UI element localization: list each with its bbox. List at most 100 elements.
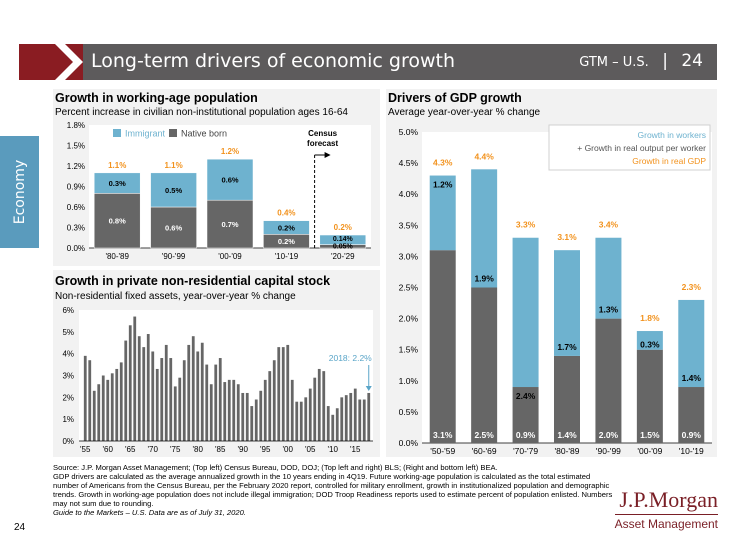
capital-stock-bar <box>290 379 294 441</box>
y-tick-label: 1.8% <box>67 121 85 130</box>
legend-swatch-native <box>169 129 177 137</box>
capital-stock-bar <box>344 395 348 441</box>
bar-workers <box>636 349 663 443</box>
capital-stock-bar <box>133 316 137 441</box>
y-tick-label: 0% <box>62 437 74 446</box>
x-tick-label: '60-'69 <box>472 446 497 456</box>
y-tick-label: 0.5% <box>399 407 419 417</box>
data-label-output: 1.3% <box>599 305 619 315</box>
x-tick-label: '50-'59 <box>430 446 455 456</box>
capital-stock-bar <box>268 371 272 441</box>
legend-label-immigrant: Immigrant <box>125 129 166 139</box>
logo-brand: J.P.Morgan <box>619 487 718 512</box>
y-tick-label: 4.0% <box>399 189 419 199</box>
data-label-output: 0.3% <box>640 340 660 350</box>
capital-stock-bar <box>173 386 177 441</box>
data-label-total: 1.2% <box>221 147 239 156</box>
capital-stock-bar <box>182 360 186 441</box>
jpmorgan-logo: J.P.Morgan Asset Management <box>614 487 718 531</box>
y-tick-label: 2.0% <box>399 314 419 324</box>
x-tick-label: '70 <box>148 445 159 454</box>
bar-native-born <box>150 206 197 249</box>
bar-output-per-worker <box>429 175 456 251</box>
panel-title: Growth in working-age population <box>55 91 258 105</box>
capital-stock-bar <box>124 340 128 441</box>
x-tick-label: '80-'89 <box>555 446 580 456</box>
legend-box <box>548 124 711 171</box>
y-tick-label: 6% <box>62 306 74 315</box>
data-label-gdp-total: 4.3% <box>433 158 453 168</box>
data-label-output: 1.7% <box>557 342 577 352</box>
capital-stock-bar <box>92 390 96 441</box>
x-tick-label: '00 <box>283 445 294 454</box>
bar-workers <box>512 387 539 443</box>
capital-stock-bar <box>160 358 164 441</box>
x-tick-label: '05 <box>305 445 316 454</box>
y-tick-label: 0.9% <box>67 183 85 192</box>
page-number: 24 <box>14 522 26 533</box>
capital-stock-bar <box>340 397 344 441</box>
data-label-workers: 1.4% <box>557 430 577 440</box>
data-label-workers: 1.5% <box>640 430 660 440</box>
data-label-native: 0.05% <box>333 244 354 251</box>
data-label-native: 0.7% <box>221 220 238 229</box>
x-tick-label: '95 <box>260 445 271 454</box>
data-label-workers: 0.9% <box>516 430 536 440</box>
capital-stock-bar <box>151 351 155 441</box>
header-separator: | <box>662 51 668 71</box>
working-age-chart: 0.0% 0.3% 0.6% 0.9% 1.2% 1.5% 1.8% 0.8% 0.3% 1.1%… <box>67 121 371 261</box>
x-tick-label: '10-'19 <box>275 252 299 261</box>
capital-stock-bar <box>97 384 101 441</box>
forecast-arrow-head <box>324 152 331 158</box>
capital-stock-bar <box>299 401 303 441</box>
capital-stock-bar <box>191 336 195 441</box>
side-tab-economy[interactable]: Economy <box>0 136 39 248</box>
header-page-number: 24 <box>681 51 703 71</box>
y-tick-label: 0.0% <box>67 244 85 253</box>
data-label-immigrant: 0.6% <box>221 176 238 185</box>
capital-stock-bar <box>308 388 312 441</box>
capital-stock-bar <box>155 368 159 441</box>
bar-native-born <box>206 199 254 249</box>
capital-stock-bar <box>178 377 182 441</box>
data-label-output: 1.9% <box>474 274 494 284</box>
bar-output-per-worker <box>636 331 663 350</box>
bar-output-per-worker <box>471 169 498 288</box>
panel-gdp-drivers: Drivers of GDP growth Average year-over-… <box>386 89 717 457</box>
bar-workers <box>429 250 456 443</box>
census-label-line1: Census <box>308 129 337 138</box>
capital-stock-bar <box>209 384 213 441</box>
y-tick-label: 4% <box>62 350 74 359</box>
footnote-date: Guide to the Markets – U.S. Data are as … <box>53 508 246 517</box>
data-label-gdp-total: 3.3% <box>516 220 536 230</box>
capital-stock-bar <box>196 351 200 441</box>
x-tick-label: '10-'19 <box>679 446 704 456</box>
x-tick-label: '80-'89 <box>105 252 129 261</box>
capital-stock-bar <box>101 375 105 441</box>
capital-stock-bar <box>317 368 321 441</box>
capital-stock-bar <box>263 379 267 441</box>
data-label-immigrant: 0.5% <box>165 186 182 195</box>
bar-output-per-worker <box>512 237 539 388</box>
bar-workers <box>678 387 705 443</box>
annotation-2018: 2018: 2.2% <box>329 353 372 363</box>
data-label-gdp-total: 3.1% <box>557 232 577 242</box>
capital-stock-bar <box>272 360 276 441</box>
bar-output-per-worker <box>678 299 705 388</box>
data-label-output: 2.4% <box>516 391 536 401</box>
data-label-total: 1.1% <box>108 161 126 170</box>
y-tick-label: 1.0% <box>399 376 419 386</box>
y-tick-label: 0.0% <box>399 438 419 448</box>
y-tick-label: 1% <box>62 415 74 424</box>
capital-stock-bar <box>286 344 290 441</box>
capital-stock-bar <box>110 373 114 441</box>
y-tick-label: 2.5% <box>399 283 419 293</box>
logo-sub: Asset Management <box>614 514 718 531</box>
bar-immigrant <box>263 220 310 235</box>
bar-immigrant <box>319 234 367 245</box>
capital-stock-bar <box>295 401 299 441</box>
capital-stock-bar <box>353 388 357 441</box>
legend-label-workers: Growth in workers <box>638 130 707 140</box>
data-label-workers: 0.9% <box>682 430 702 440</box>
bar-workers <box>471 287 498 443</box>
